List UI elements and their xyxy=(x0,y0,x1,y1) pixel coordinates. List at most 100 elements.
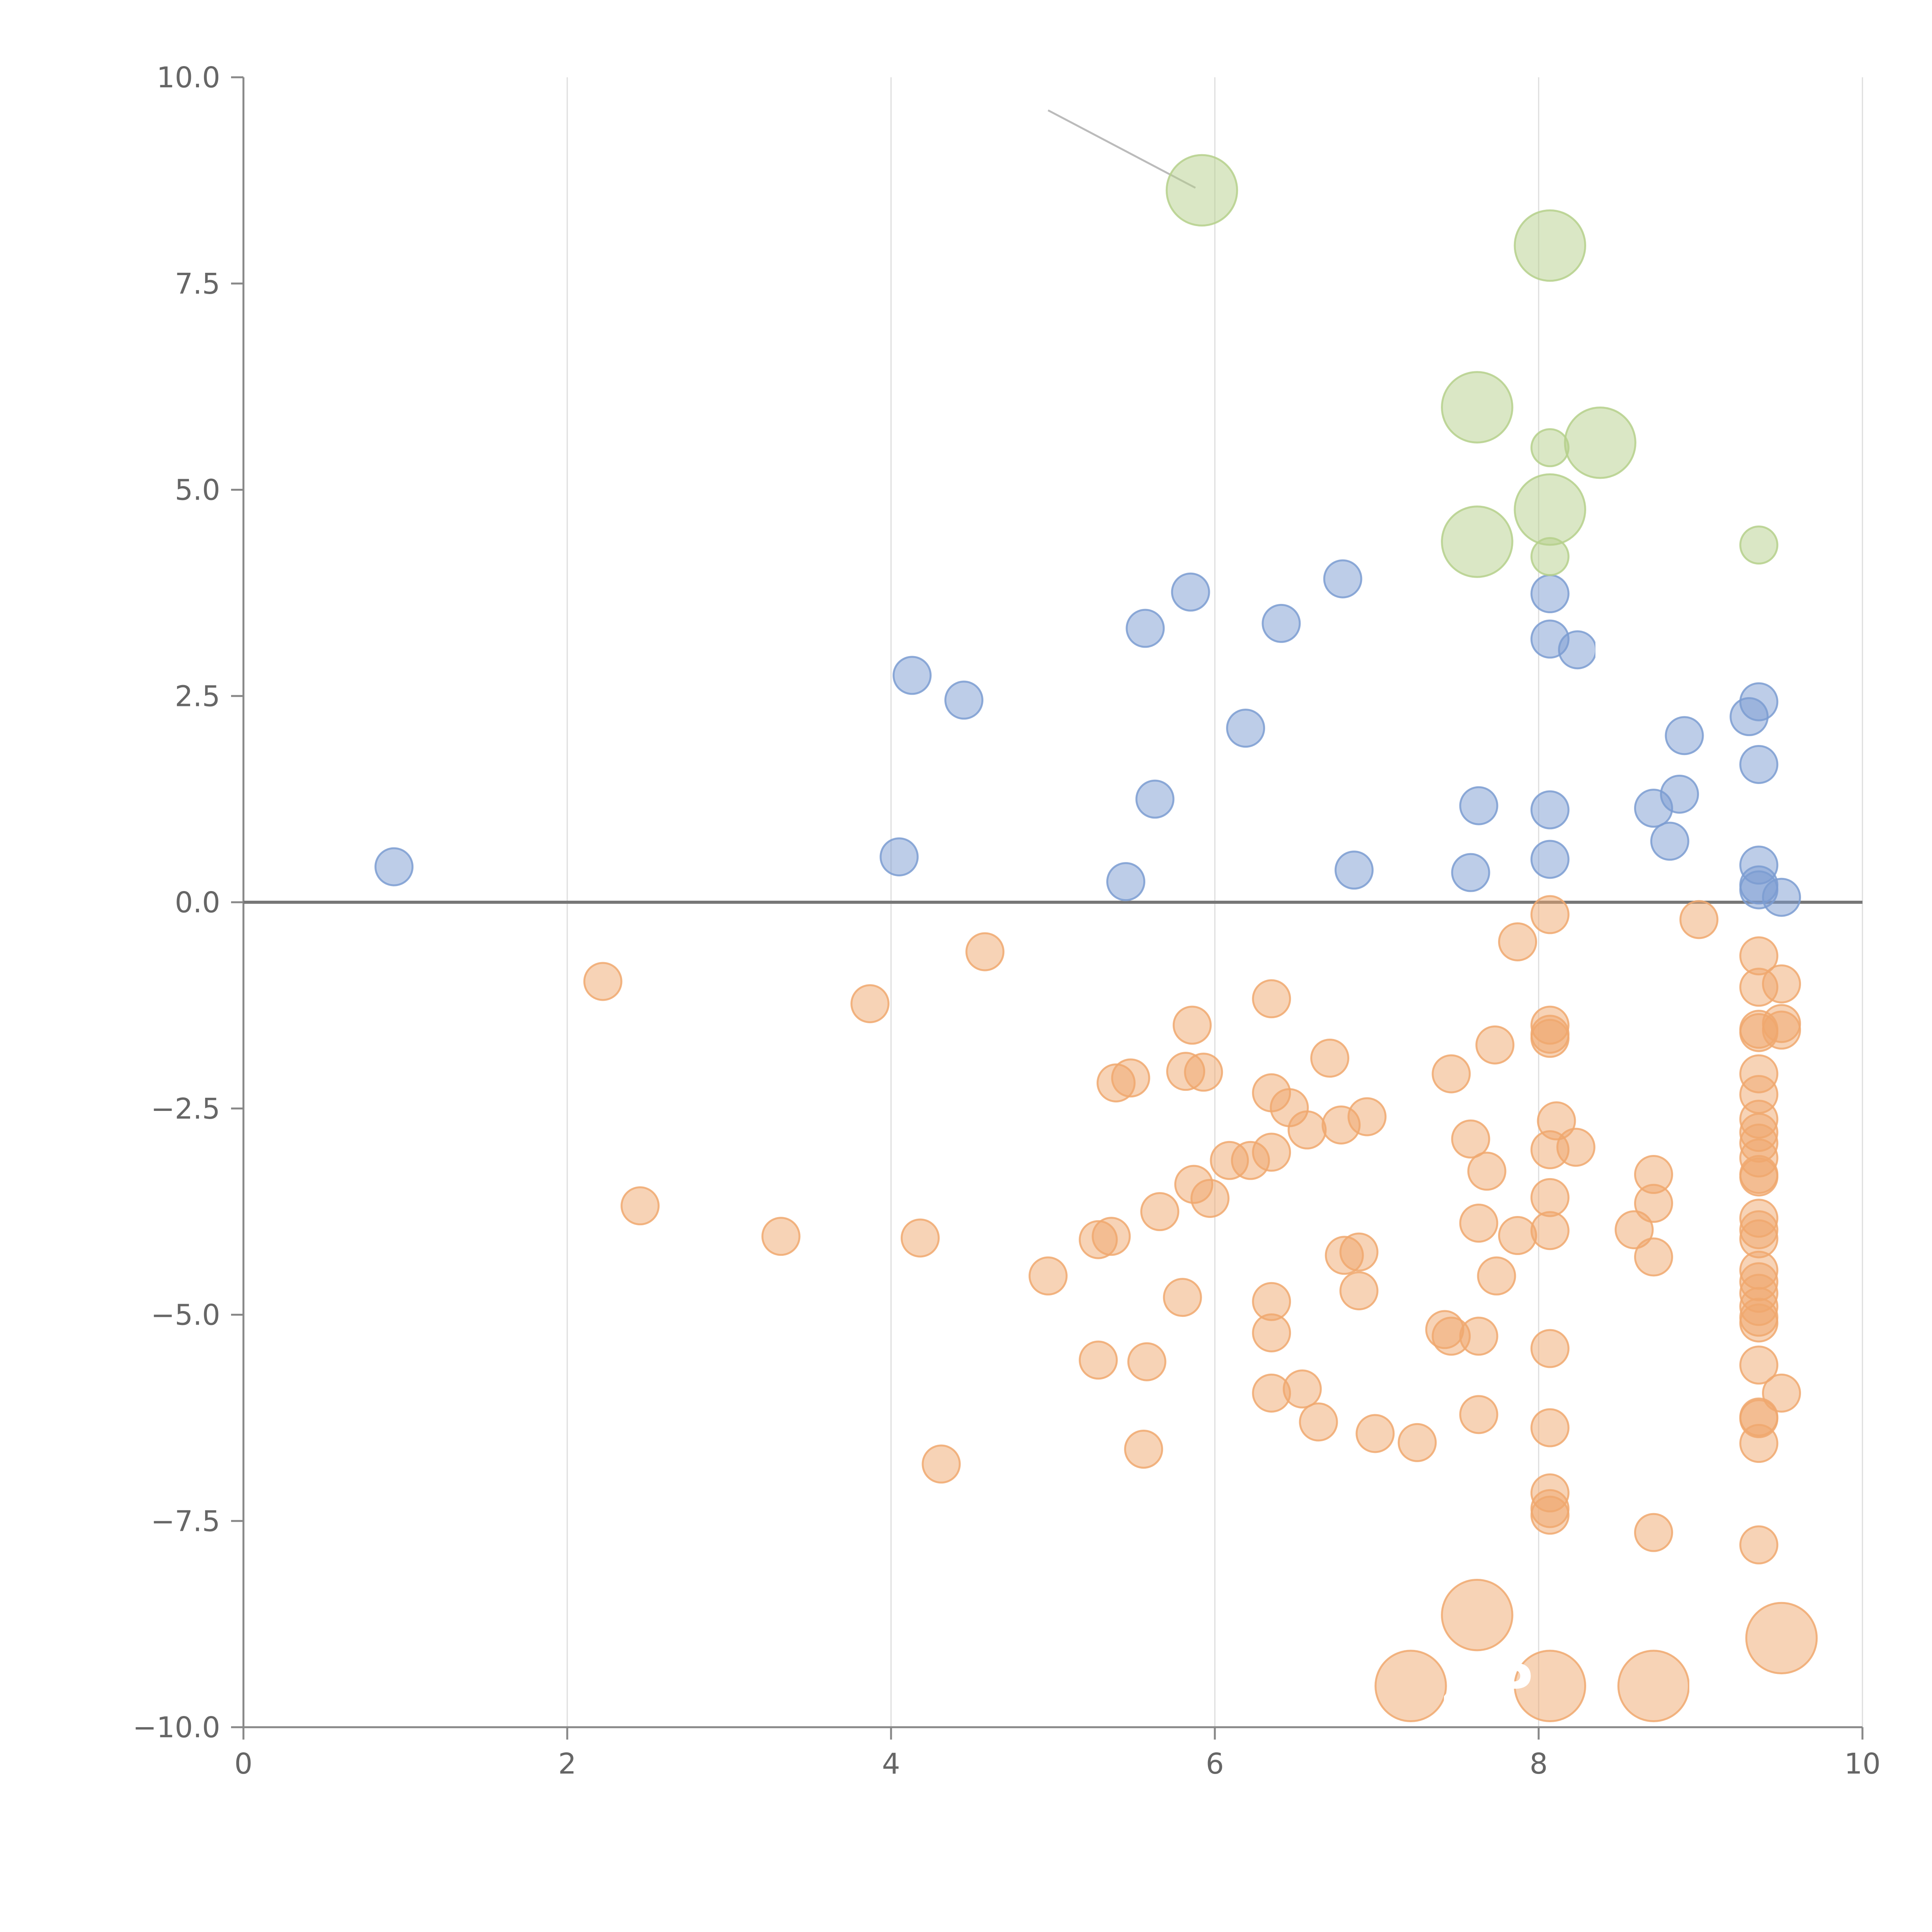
y-tick-label: 10.0 xyxy=(156,61,220,94)
data-point-negative xyxy=(1459,1316,1498,1356)
data-point-negative xyxy=(1498,1216,1537,1255)
data-point-positive xyxy=(944,680,984,720)
data-point-negative xyxy=(583,962,622,1001)
data-point-negative xyxy=(1530,1019,1570,1058)
data-point-highlighted-positive xyxy=(1739,526,1779,565)
annotation-label: Z xyxy=(1442,1653,1481,1716)
data-point-negative xyxy=(1498,922,1537,961)
data-point-positive xyxy=(1739,682,1779,721)
data-point-positive xyxy=(1171,572,1210,612)
data-point-negative xyxy=(1679,900,1719,939)
data-point-negative xyxy=(1127,1342,1167,1381)
x-tick-label: 6 xyxy=(1206,1747,1224,1781)
x-tick-label: 0 xyxy=(234,1747,252,1781)
y-tick-label: −2.5 xyxy=(151,1092,220,1126)
data-point-negative xyxy=(1124,1430,1163,1469)
data-point-negative xyxy=(1398,1423,1437,1462)
data-point-positive xyxy=(1660,774,1699,814)
data-point-positive xyxy=(1262,604,1301,643)
data-points xyxy=(374,154,1818,1722)
data-point-positive xyxy=(1106,862,1146,901)
data-point-negative xyxy=(850,984,890,1024)
data-point-negative xyxy=(1252,1313,1291,1352)
data-point-negative xyxy=(1530,1495,1570,1535)
data-point-negative xyxy=(761,1217,801,1256)
data-point-negative xyxy=(1762,1010,1801,1050)
data-point-highlighted-negative xyxy=(1441,1578,1514,1651)
data-point-negative xyxy=(965,932,1005,971)
axes: 0 2 4 6 8 10 10.0 7.5 5.0 2.5 0.0 −2.5 −5.0 −7.5 −10.0 xyxy=(133,61,1881,1781)
data-point-negative xyxy=(1339,1232,1379,1272)
data-point-negative xyxy=(1287,1110,1327,1150)
data-point-highlighted-positive xyxy=(1441,505,1514,578)
data-point-negative xyxy=(1739,1157,1779,1197)
data-point-negative xyxy=(1614,1210,1654,1250)
data-point-highlighted-positive xyxy=(1564,406,1636,479)
data-point-negative xyxy=(900,1218,940,1258)
data-point-positive xyxy=(1126,609,1165,648)
data-point-positive xyxy=(1665,716,1704,755)
data-point-negative xyxy=(1634,1237,1673,1277)
data-point-negative xyxy=(1530,895,1570,934)
data-point-negative xyxy=(922,1444,961,1484)
data-point-positive xyxy=(1558,630,1597,670)
data-point-negative xyxy=(1739,1424,1779,1463)
data-point-negative xyxy=(1184,1053,1223,1092)
annotation-label: D xyxy=(1684,1653,1729,1716)
data-point-negative xyxy=(1432,1054,1471,1094)
x-tick-label: 4 xyxy=(882,1747,900,1781)
data-point-highlighted-negative xyxy=(1374,1650,1447,1722)
y-tick-label: −10.0 xyxy=(133,1711,220,1744)
data-point-negative xyxy=(1163,1278,1202,1317)
data-point-negative xyxy=(1530,1178,1570,1217)
data-point-highlighted-positive xyxy=(1530,428,1570,468)
data-point-negative xyxy=(1028,1256,1068,1296)
data-point-negative xyxy=(1252,979,1291,1019)
data-point-positive xyxy=(1226,709,1265,748)
data-point-negative xyxy=(1477,1256,1516,1296)
data-point-negative xyxy=(1078,1340,1118,1380)
data-point-negative xyxy=(1299,1402,1338,1442)
data-point-negative xyxy=(1739,1303,1779,1343)
data-point-positive xyxy=(1739,745,1779,784)
data-point-positive xyxy=(1530,574,1570,614)
data-point-negative xyxy=(1762,1373,1801,1413)
data-point-negative xyxy=(1556,1128,1595,1167)
annotation-label: P xyxy=(1493,1653,1533,1716)
data-point-negative xyxy=(1634,1513,1673,1552)
data-point-positive xyxy=(1323,559,1362,599)
data-point-negative xyxy=(1530,1329,1570,1368)
x-tick-label: 10 xyxy=(1844,1747,1881,1781)
x-tick-label: 2 xyxy=(558,1747,576,1781)
data-point-highlighted-positive xyxy=(1441,371,1514,444)
data-point-negative xyxy=(1475,1025,1515,1065)
y-tick-label: 5.0 xyxy=(175,474,220,507)
y-tick-label: −7.5 xyxy=(151,1505,220,1538)
data-point-positive xyxy=(1451,853,1490,892)
data-point-negative xyxy=(1252,1133,1291,1172)
data-point-negative xyxy=(1459,1204,1498,1243)
data-point-negative xyxy=(1092,1217,1131,1256)
data-point-highlighted-negative xyxy=(1745,1602,1818,1675)
data-point-negative xyxy=(1172,1005,1212,1045)
data-point-negative xyxy=(1339,1271,1379,1311)
data-point-positive xyxy=(1650,821,1689,861)
y-tick-label: 7.5 xyxy=(175,267,220,301)
y-tick-label: 0.0 xyxy=(175,886,220,919)
data-point-positive xyxy=(1530,790,1570,830)
y-tick-label: −5.0 xyxy=(151,1299,220,1332)
data-point-negative xyxy=(621,1186,660,1226)
data-point-negative xyxy=(1355,1414,1395,1453)
data-point-negative xyxy=(1467,1151,1507,1191)
y-tick-label: 2.5 xyxy=(175,680,220,713)
data-point-negative xyxy=(1451,1119,1490,1159)
data-point-highlighted-negative xyxy=(1514,1650,1587,1722)
data-point-positive xyxy=(1135,779,1175,819)
data-point-negative xyxy=(1282,1369,1322,1409)
data-point-negative xyxy=(1310,1039,1349,1078)
data-point-negative xyxy=(1634,1184,1673,1223)
data-point-negative xyxy=(1347,1097,1387,1136)
data-point-positive xyxy=(374,847,414,886)
data-point-positive xyxy=(892,656,932,695)
